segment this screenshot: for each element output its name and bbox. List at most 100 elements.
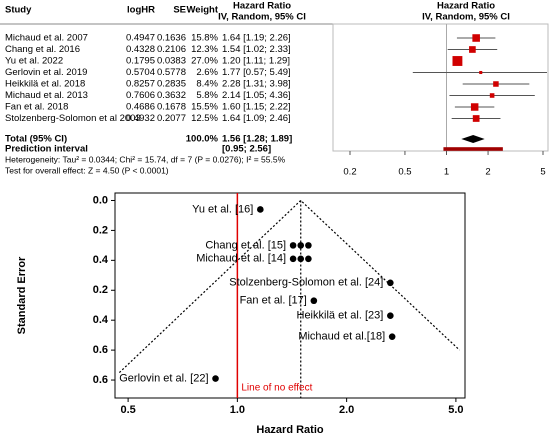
total-weight: 100.0%: [186, 134, 219, 145]
hr-ci: 2.14 [1.05; 4.36]: [222, 90, 291, 101]
funnel-plot: 0.0 0.2 0.4 0.2 0.4 0.6 0.6 0.5 1.0 2.0 5.0 Hazard …: [16, 192, 466, 436]
total-label: Total (95% CI): [5, 134, 67, 145]
col-header: Weight: [187, 5, 219, 16]
study-square: [489, 93, 495, 98]
study-point: [257, 206, 264, 213]
hr-ci: 1.20 [1.11; 1.29]: [222, 56, 290, 67]
study-name: Yu et al. 2022: [5, 56, 63, 67]
study-name: Gerlovin et al. 2019: [5, 67, 87, 78]
se: 0.2835: [157, 79, 186, 90]
x-tick-label: 2: [485, 167, 490, 178]
y-axis-title: Standard Error: [16, 256, 28, 334]
weight: 27.0%: [191, 56, 218, 67]
se: 0.2106: [157, 44, 186, 55]
loghr: 0.4947: [126, 33, 155, 44]
total-ci: 1.56 [1.28; 1.89]: [222, 134, 292, 145]
overall-test: Test for overall effect: Z = 4.50 (P < 0…: [5, 165, 169, 175]
no-effect-label: Line of no effect: [241, 383, 312, 394]
loghr: 0.4328: [126, 44, 155, 55]
weight: 5.8%: [196, 90, 218, 101]
study-square: [469, 46, 476, 53]
hr-ci: 1.54 [1.02; 2.33]: [222, 44, 291, 55]
study-square: [452, 56, 463, 66]
plot-frame: [114, 192, 466, 399]
x-tick-label: 0.2: [343, 167, 356, 178]
point-label: Fan et al. [17]: [240, 295, 307, 307]
study-point: [289, 242, 297, 249]
weight: 15.5%: [191, 102, 218, 113]
study-square: [470, 103, 479, 111]
study-point: [305, 242, 312, 249]
study-name: Fan et al. 2018: [5, 102, 68, 113]
weight: 2.6%: [196, 67, 218, 78]
col-header: Study: [5, 5, 32, 16]
plot-frame: [332, 23, 549, 152]
study-name: Michaud et al. 2013: [5, 90, 88, 101]
x-tick-label: 1.0: [230, 404, 245, 416]
study-square: [493, 81, 499, 87]
study-point: [212, 375, 219, 382]
x-tick-label: 0.5: [120, 404, 135, 416]
loghr: 0.7606: [126, 90, 155, 101]
point-label: Stolzenberg-Solomon et al. [24]: [229, 277, 383, 289]
point-label: Yu et al. [16]: [192, 203, 253, 215]
study-name: Michaud et al. 2007: [5, 33, 88, 44]
y-tick-label: 0.0: [93, 194, 108, 206]
prediction-bar: [443, 147, 503, 151]
plot-header: IV, Random, 95% CI: [422, 12, 510, 23]
study-point: [297, 255, 305, 263]
x-tick-label: 2.0: [339, 404, 354, 416]
prediction-label: Prediction interval: [5, 144, 88, 155]
study-point: [387, 312, 394, 320]
x-tick-label: 1: [444, 167, 449, 178]
se: 0.3632: [157, 90, 186, 101]
plot-header: Hazard Ratio: [437, 1, 495, 12]
x-axis-title: Hazard Ratio: [256, 424, 324, 436]
col-header: SE: [173, 5, 186, 16]
hr-ci: 1.64 [1.09; 2.46]: [222, 113, 291, 124]
study-square: [479, 70, 483, 75]
study-point: [289, 255, 297, 263]
loghr: 0.8257: [126, 79, 155, 90]
hr-ci: 1.60 [1.15; 2.22]: [222, 102, 291, 113]
study-name: Stolzenberg-Solomon et al 2003: [5, 113, 141, 124]
study-point: [388, 333, 396, 340]
weight: 15.8%: [191, 33, 218, 44]
y-tick-label: 0.2: [93, 224, 108, 236]
y-tick-label: 0.4: [93, 314, 109, 326]
point-label: Michaud et al.[18]: [298, 331, 385, 343]
study-point: [387, 279, 394, 287]
loghr: 0.5704: [126, 67, 155, 78]
y-tick-label: 0.2: [93, 284, 108, 296]
point-label: Michaud et al. [14]: [196, 253, 286, 265]
study-point: [297, 242, 305, 249]
point-label: Chang et al. [15]: [205, 239, 286, 251]
se: 0.2077: [157, 113, 186, 124]
study-point: [310, 297, 318, 305]
study-point: [305, 255, 312, 263]
study-square: [472, 34, 480, 42]
point-label: Gerlovin et al. [22]: [119, 372, 208, 384]
weight: 12.3%: [191, 44, 218, 55]
weight: 12.5%: [191, 113, 218, 124]
x-tick-label: 5.0: [448, 404, 463, 416]
total-diamond: [461, 135, 485, 143]
y-tick-label: 0.6: [93, 344, 108, 356]
se: 0.1678: [157, 102, 186, 113]
se: 0.5778: [157, 67, 186, 78]
hr-ci: 1.64 [1.19; 2.26]: [222, 33, 291, 44]
se: 0.1636: [157, 33, 186, 44]
se: 0.0383: [157, 56, 186, 67]
loghr: 0.1795: [126, 56, 155, 67]
col-header: IV, Random, 95% CI: [218, 12, 306, 23]
prediction-ci: [0.95; 2.56]: [222, 144, 271, 155]
x-tick-label: 0.5: [398, 167, 411, 178]
point-label: Heikkilä et al. [23]: [297, 310, 384, 322]
y-tick-label: 0.4: [93, 254, 109, 266]
loghr: 0.4932: [126, 113, 155, 124]
heterogeneity: Heterogeneity: Tau² = 0.0344; Chi² = 15.…: [5, 154, 286, 164]
study-name: Heikkilä et al. 2018: [5, 79, 85, 90]
col-header: logHR: [127, 5, 155, 16]
